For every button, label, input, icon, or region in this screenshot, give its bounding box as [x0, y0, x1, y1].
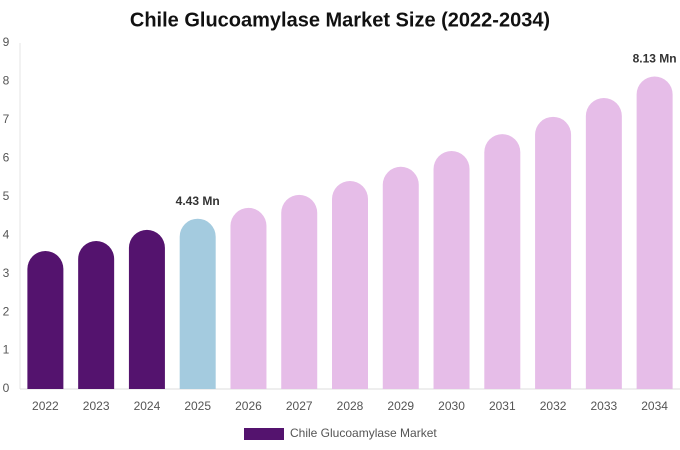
x-tick-label: 2026	[235, 399, 262, 413]
bar	[585, 97, 622, 389]
bar	[484, 134, 521, 389]
y-tick-label: 9	[3, 35, 10, 49]
legend-label: Chile Glucoamylase Market	[290, 426, 437, 440]
bar	[230, 207, 267, 389]
bar	[382, 166, 419, 389]
y-tick-label: 0	[3, 381, 10, 395]
value-label: 4.43 Mn	[176, 194, 220, 208]
y-tick-label: 3	[3, 266, 10, 280]
chart-title: Chile Glucoamylase Market Size (2022-203…	[130, 9, 550, 31]
x-tick-label: 2034	[641, 399, 668, 413]
x-tick-label: 2032	[540, 399, 567, 413]
legend-swatch	[244, 428, 284, 440]
bar	[179, 218, 216, 389]
bar	[281, 194, 318, 389]
x-tick-label: 2031	[489, 399, 516, 413]
bar	[128, 229, 165, 389]
x-tick-label: 2025	[184, 399, 211, 413]
x-tick-label: 2023	[83, 399, 110, 413]
bar	[636, 76, 673, 390]
x-tick-label: 2028	[337, 399, 364, 413]
x-tick-label: 2033	[590, 399, 617, 413]
x-tick-label: 2027	[286, 399, 313, 413]
value-label: 8.13 Mn	[633, 52, 677, 66]
y-tick-label: 8	[3, 74, 10, 88]
y-tick-label: 1	[3, 343, 10, 357]
x-tick-label: 2029	[387, 399, 414, 413]
y-tick-label: 6	[3, 151, 10, 165]
y-tick-label: 4	[3, 227, 10, 241]
y-tick-label: 7	[3, 112, 10, 126]
bar	[78, 240, 115, 389]
bar	[433, 151, 470, 389]
x-tick-label: 2024	[134, 399, 161, 413]
y-tick-label: 5	[3, 189, 10, 203]
x-tick-label: 2030	[438, 399, 465, 413]
bar	[27, 250, 64, 389]
x-tick-label: 2022	[32, 399, 59, 413]
bar	[535, 116, 572, 389]
y-tick-label: 2	[3, 304, 10, 318]
bar	[332, 181, 368, 389]
